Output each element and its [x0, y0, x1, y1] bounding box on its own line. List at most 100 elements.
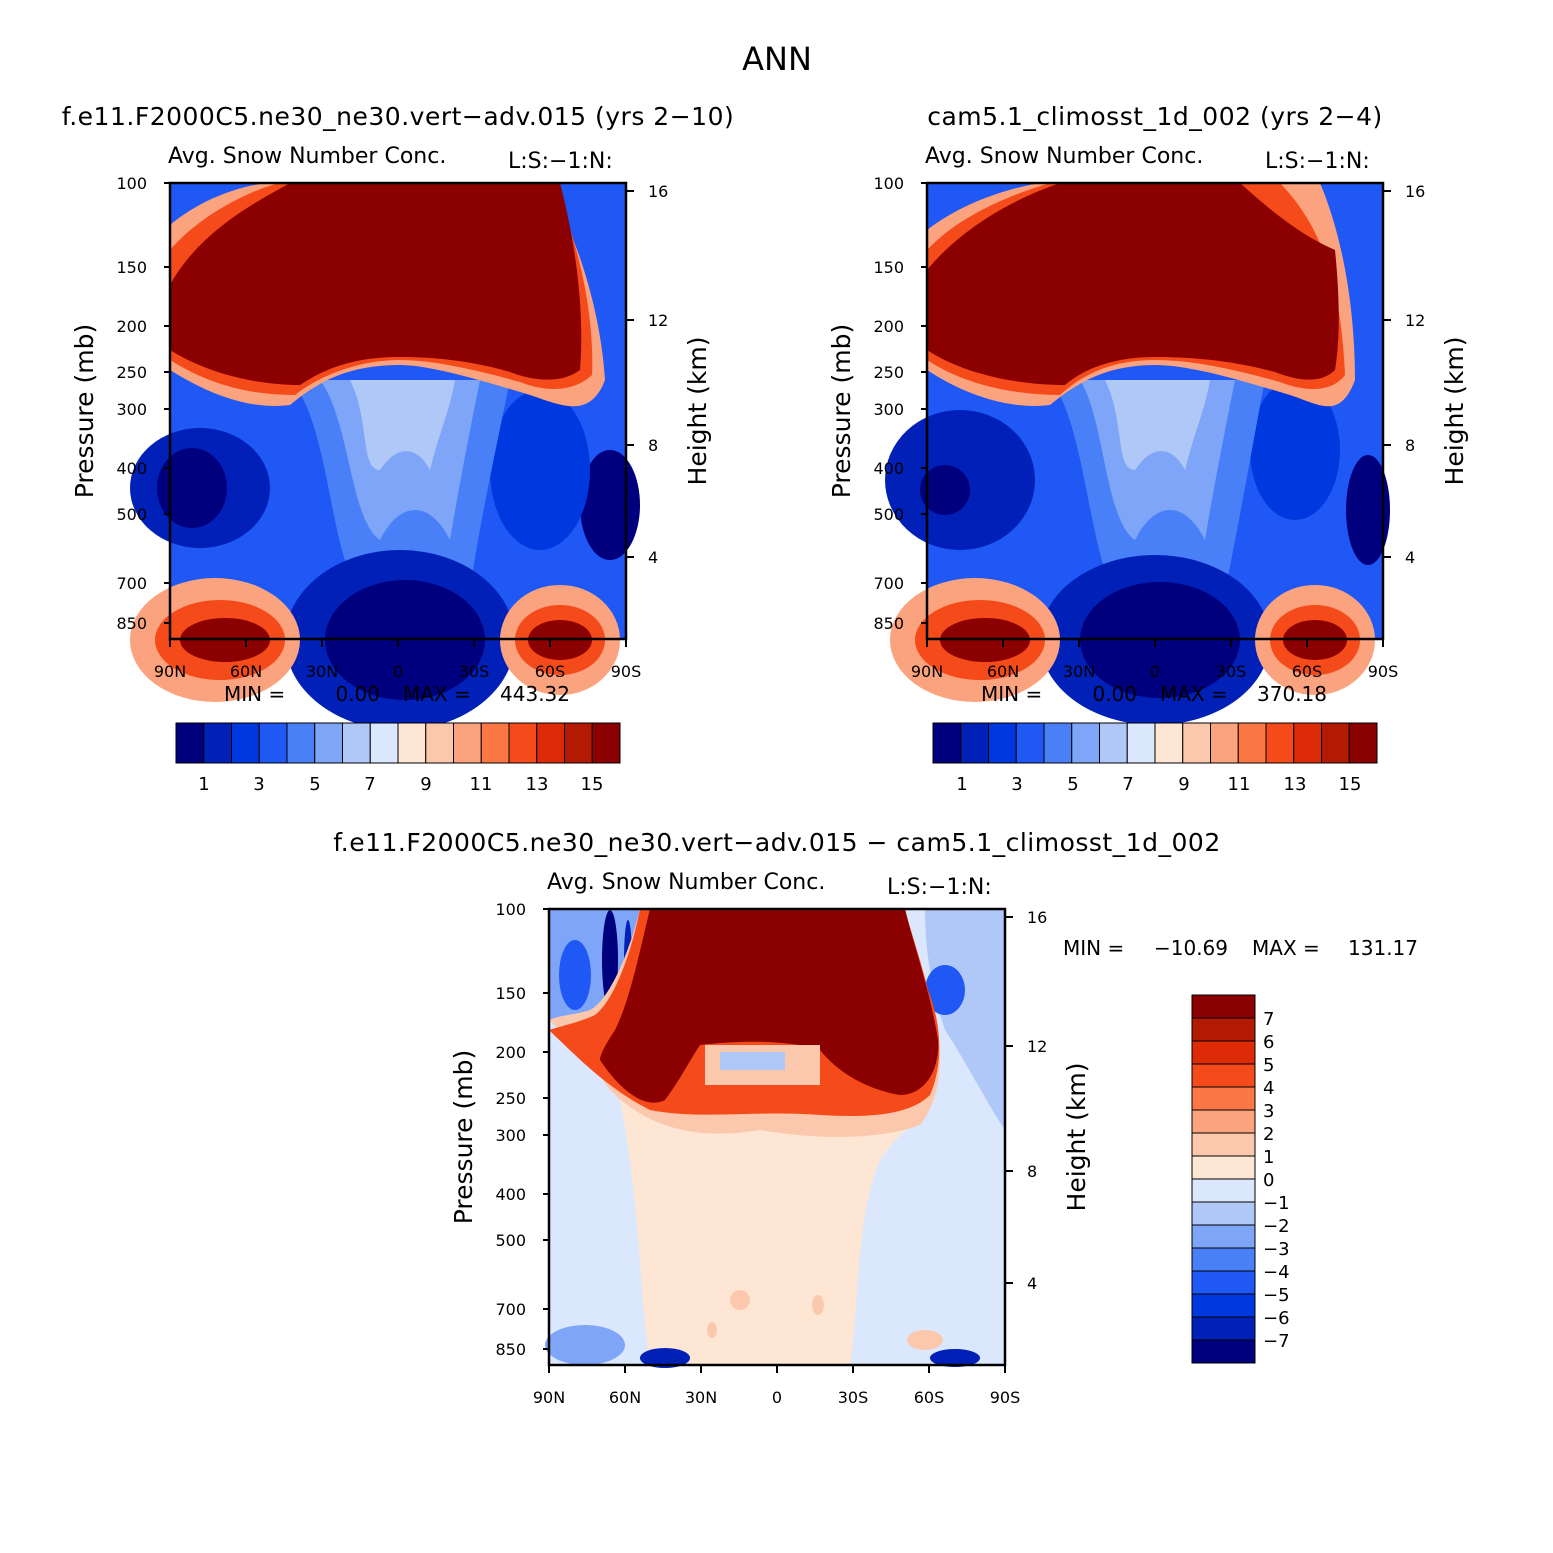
- panel-1-xtick-label: 30S: [459, 662, 490, 681]
- panel-1-cb-label: 11: [470, 774, 493, 795]
- panel-2-y2tick-label: 8: [1405, 436, 1415, 455]
- panel-1-field: [350, 380, 455, 470]
- panel-2-xtick-label: 90S: [1368, 662, 1399, 681]
- panel-2-cb-label: 9: [1178, 774, 1189, 795]
- colorbar-swatch: [1191, 1316, 1256, 1341]
- panel-1-plot: [130, 181, 640, 730]
- panel-2-field: [927, 183, 1339, 385]
- colorbar-swatch: [1191, 1132, 1256, 1157]
- colorbar-swatch: [1191, 1293, 1256, 1318]
- panel-3-cb-label: −2: [1263, 1216, 1290, 1237]
- panel-2-subtitle: Avg. Snow Number Conc.: [925, 144, 1203, 169]
- panel-3-field: [730, 1290, 750, 1310]
- panel-2-cb-label: 13: [1284, 774, 1307, 795]
- panel-2-field: [1105, 380, 1210, 470]
- panel-1-y2tick-label: 8: [648, 436, 658, 455]
- colorbar-swatch: [536, 722, 565, 764]
- panel-2-units: L:S:−1:N:: [1265, 149, 1370, 174]
- panel-3-ytick-label: 100: [495, 900, 526, 919]
- colorbar-swatch: [1071, 722, 1100, 764]
- panel-1-ylabel: Pressure (mb): [70, 324, 99, 498]
- panel-3-ytick-label: 850: [495, 1340, 526, 1359]
- panel-2-field: [1346, 455, 1390, 565]
- panel-3-ytick-label: 700: [495, 1300, 526, 1319]
- panel-2-y2label: Height (km): [1440, 337, 1469, 486]
- panel-3-field: [620, 1100, 935, 1365]
- colorbar-swatch: [1191, 1017, 1256, 1042]
- panel-2-x-axis: 90N 60N 30N 0 30S 60S 90S: [911, 639, 1398, 681]
- panel-3-y2-axis: 16 12 8 4 Height (km): [1005, 908, 1091, 1293]
- panel-1-cb-label: 9: [420, 774, 431, 795]
- panel-3-xtick-label: 0: [772, 1388, 782, 1407]
- panel-3-xtick-label: 90N: [533, 1388, 565, 1407]
- colorbar-swatch: [1182, 722, 1211, 764]
- colorbar-swatch: [1191, 1178, 1256, 1203]
- colorbar-swatch: [1126, 722, 1156, 764]
- panel-3-ytick-label: 400: [495, 1185, 526, 1204]
- panel-1-ytick-label: 500: [116, 505, 147, 524]
- colorbar-swatch: [175, 722, 205, 764]
- colorbar-swatch: [1191, 1109, 1256, 1134]
- colorbar-swatch: [508, 722, 538, 764]
- panel-2-max-label: MAX =: [1160, 682, 1228, 706]
- colorbar-swatch: [1191, 1270, 1256, 1295]
- panel-2-xtick-label: 60N: [987, 662, 1019, 681]
- panel-1-ytick-label: 700: [116, 574, 147, 593]
- panel-3-cb-label: −4: [1263, 1262, 1290, 1283]
- colorbar-swatch: [564, 722, 593, 764]
- colorbar-swatch: [1191, 1040, 1256, 1065]
- panel-3-ytick-label: 200: [495, 1043, 526, 1062]
- colorbar-swatch: [1015, 722, 1045, 764]
- panel-3-min-value: −10.69: [1154, 936, 1228, 960]
- panel-2-ytick-label: 250: [873, 363, 904, 382]
- panel-3-x-axis: 90N 60N 30N 0 30S 60S 90S: [533, 1365, 1020, 1407]
- panel-2-ytick-label: 400: [873, 459, 904, 478]
- panel-3-cb-label: 7: [1263, 1009, 1274, 1030]
- panel-3-field: [907, 1330, 943, 1350]
- panel-1-cb-label: 1: [198, 774, 209, 795]
- panel-3-cb-label: −1: [1263, 1193, 1290, 1214]
- panel-3-ylabel: Pressure (mb): [449, 1050, 478, 1224]
- panel-3-ytick-label: 150: [495, 984, 526, 1003]
- colorbar-swatch: [1293, 722, 1322, 764]
- colorbar-swatch: [453, 722, 482, 764]
- panel-3-subtitle: Avg. Snow Number Conc.: [547, 870, 825, 895]
- colorbar-swatch: [397, 722, 427, 764]
- panel-2-cb-label: 5: [1067, 774, 1078, 795]
- panel-1-min-label: MIN =: [224, 682, 285, 706]
- colorbar-swatch: [258, 722, 288, 764]
- panel-1-y2tick-label: 12: [648, 311, 668, 330]
- panel-3-cb-label: 6: [1263, 1032, 1274, 1053]
- panel-2: cam5.1_climosst_1d_002 (yrs 2−4) Avg. Sn…: [827, 102, 1469, 795]
- colorbar-swatch: [1191, 1339, 1256, 1364]
- panel-2-ytick-label: 850: [873, 614, 904, 633]
- colorbar-swatch: [231, 722, 260, 764]
- panel-2-y-axis: 100 150 200 250 300 400 500 700 850 Pres…: [827, 174, 927, 633]
- panel-1-ytick-label: 400: [116, 459, 147, 478]
- colorbar-swatch: [1191, 1247, 1256, 1272]
- panel-1-cb-label: 3: [253, 774, 264, 795]
- panel-3-xtick-label: 60N: [609, 1388, 641, 1407]
- panel-1-xtick-label: 90S: [611, 662, 642, 681]
- panel-2-xtick-label: 30S: [1216, 662, 1247, 681]
- panel-1-max-value: 443.32: [500, 682, 570, 706]
- colorbar-swatch: [369, 722, 399, 764]
- colorbar-swatch: [1191, 994, 1256, 1019]
- panel-1-y2tick-label: 4: [648, 548, 658, 567]
- panel-1-xtick-label: 90N: [154, 662, 186, 681]
- panel-3-field: [930, 1349, 980, 1367]
- panel-2-y2tick-label: 4: [1405, 548, 1415, 567]
- panel-3-colorbar: [1191, 994, 1256, 1364]
- panel-1-xtick-label: 30N: [306, 662, 338, 681]
- panel-1-cb-label: 7: [364, 774, 375, 795]
- panel-2-cb-label: 7: [1122, 774, 1133, 795]
- panel-1-ytick-label: 850: [116, 614, 147, 633]
- colorbar-swatch: [480, 722, 510, 764]
- panel-3-colorbar-labels: 7 6 5 4 3 2 1 0 −1 −2 −3 −4 −5 −6 −7: [1263, 1009, 1290, 1352]
- colorbar-swatch: [314, 722, 343, 764]
- colorbar-swatch: [286, 722, 316, 764]
- panel-2-y2tick-label: 12: [1405, 311, 1425, 330]
- panel-3-cb-label: 5: [1263, 1055, 1274, 1076]
- panel-3-field: [559, 940, 591, 1010]
- panel-2-min-label: MIN =: [981, 682, 1042, 706]
